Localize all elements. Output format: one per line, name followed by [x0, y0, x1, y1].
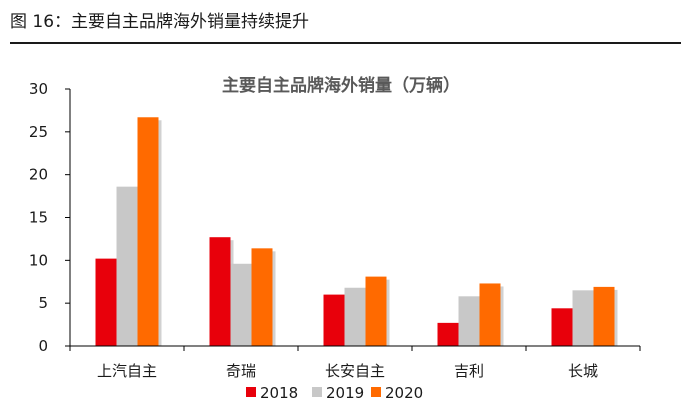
bar-2018-1 [209, 237, 231, 346]
bar-2018-3 [437, 322, 459, 346]
bar-2019-1 [230, 263, 252, 346]
x-axis: 上汽自主 奇瑞 长安自主 吉利 长城 [69, 345, 641, 380]
y-tick-label: 30 [29, 80, 48, 98]
x-category-label: 长安自主 [325, 362, 385, 380]
y-axis: 0 5 10 15 20 25 30 [29, 80, 71, 355]
bars [95, 117, 618, 347]
y-tick-label: 0 [38, 337, 48, 355]
figure-header: 图 16：主要自主品牌海外销量持续提升 [10, 8, 681, 44]
bar-2020-2 [365, 276, 387, 346]
figure-caption: 图 16：主要自主品牌海外销量持续提升 [10, 12, 310, 32]
bar-2018-4 [551, 308, 573, 346]
bar-2019-3 [458, 296, 480, 346]
legend-swatch [371, 387, 381, 397]
x-category-label: 长城 [568, 362, 598, 380]
legend-swatch [312, 387, 322, 397]
bar-2019-4 [572, 290, 594, 346]
legend: 2018 2019 2020 [246, 384, 423, 402]
y-tick-label: 25 [29, 123, 48, 141]
y-tick-label: 15 [29, 209, 48, 227]
bar-2018-2 [323, 294, 345, 346]
bar-2019-2 [344, 287, 366, 346]
legend-label: 2020 [385, 384, 423, 402]
bar-2018-0 [95, 258, 117, 346]
bar-2020-0 [137, 117, 159, 347]
bar-2020-3 [479, 283, 501, 346]
bar-2019-0 [116, 186, 138, 346]
legend-swatch [246, 387, 256, 397]
x-category-label: 上汽自主 [97, 362, 157, 380]
chart-title: 主要自主品牌海外销量（万辆） [222, 75, 460, 96]
x-category-label: 奇瑞 [226, 362, 256, 380]
legend-label: 2019 [326, 384, 364, 402]
bar-2020-1 [251, 248, 273, 346]
y-tick-label: 5 [38, 294, 48, 312]
legend-label: 2018 [260, 384, 298, 402]
y-tick-label: 10 [29, 251, 48, 269]
y-tick-label: 20 [29, 166, 48, 184]
x-category-label: 吉利 [454, 362, 484, 380]
bar-2020-4 [593, 286, 615, 346]
caption-divider [10, 42, 681, 44]
